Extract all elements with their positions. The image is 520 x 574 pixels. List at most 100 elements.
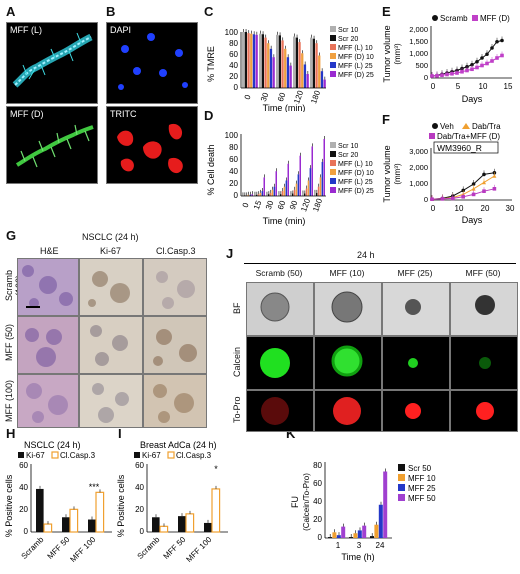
panel-g-row-mff100: MFF (100)	[4, 380, 14, 423]
data-point	[482, 189, 486, 193]
chart-h-legend: Ki-67 Cl.Casp.3	[18, 451, 96, 460]
spheroid-bf-mff50	[450, 282, 518, 336]
bar	[293, 189, 296, 196]
chart-f-ytick: 2,000	[409, 163, 428, 172]
chart-c-ytick: 0	[234, 83, 239, 92]
chart-e: Tumor volume (mm³) 0 500 1,000 1,500 2,0…	[382, 14, 513, 104]
data-point	[490, 46, 494, 50]
bar	[266, 194, 268, 196]
chart-e-ytick: 2,000	[409, 25, 428, 34]
bar	[295, 37, 298, 88]
legend-item: MFF 50	[408, 494, 436, 503]
bar	[269, 192, 272, 196]
chart-f-xlabel: Days	[462, 215, 483, 225]
bar	[242, 32, 245, 88]
bar	[255, 34, 258, 88]
histology-casp-scramb	[143, 258, 207, 316]
legend-item: Dab/Tra	[472, 122, 501, 131]
bar	[315, 192, 318, 196]
spheroid-calcein-scramb	[246, 336, 314, 390]
bar	[353, 533, 358, 538]
legend-item: Scramb	[440, 14, 468, 23]
bar	[287, 163, 289, 196]
chart-h-annot: ***	[89, 482, 100, 492]
chart-h-ytick: 0	[24, 527, 29, 536]
histology-casp-mff100	[143, 374, 207, 428]
chart-f: Veh Dab/Tra Dab/Tra+MFF (D) Tumor volume…	[382, 122, 515, 225]
histology-he-mff50	[17, 316, 79, 374]
chart-d-xtick: 90	[288, 199, 300, 211]
chart-h-ytick: 40	[19, 483, 28, 492]
panel-j-row-bf: BF	[232, 302, 242, 314]
bar	[279, 194, 282, 196]
bar	[306, 74, 309, 88]
data-point	[451, 196, 455, 201]
bar	[317, 186, 320, 196]
bar	[69, 508, 79, 533]
bar	[263, 177, 265, 196]
bar	[247, 33, 250, 88]
data-point	[430, 197, 434, 201]
mff-l-structure-image: MFF (L)	[6, 22, 98, 104]
chart-d-xlabel: Time (min)	[263, 216, 306, 226]
chart-f-yunit: (mm³)	[393, 163, 402, 185]
tritc-image: TRITC	[106, 106, 198, 184]
panel-j-row-topro: To-Pro	[232, 396, 242, 424]
bar	[278, 194, 280, 196]
bar	[310, 37, 313, 88]
bar	[284, 48, 287, 88]
panel-g-col-ki67: Ki-67	[100, 246, 122, 256]
chart-i-title: Breast AdCa (24 h)	[140, 440, 217, 450]
chart-e-ytick: 0	[424, 73, 428, 82]
bar	[271, 189, 274, 196]
chart-d-ytick: 20	[229, 179, 238, 188]
panel-label-d: D	[204, 108, 214, 123]
chart-k-ytick: 60	[313, 479, 322, 488]
mff-l-label: MFF (L)	[10, 25, 42, 35]
bar	[261, 34, 264, 88]
panel-j-col-mff25: MFF (25)	[397, 268, 433, 278]
bar	[303, 193, 306, 196]
bar	[378, 504, 383, 538]
data-point	[440, 73, 444, 78]
chart-h-xtick: MFF 100	[68, 535, 97, 564]
data-point	[485, 61, 489, 66]
chart-h-title: NSCLC (24 h)	[24, 440, 81, 450]
spheroid-calcein-mff25	[382, 336, 450, 390]
chart-h-ytick: 60	[19, 461, 28, 470]
spheroid-bf-mff10	[314, 282, 382, 336]
chart-k-ytick: 80	[313, 461, 322, 470]
chart-h-plot	[36, 485, 105, 533]
chart-d-ylabel: % Cell death	[206, 144, 216, 195]
spheroid-topro-mff50	[450, 390, 518, 432]
panel-g-row-mff50: MFF (50)	[4, 324, 14, 362]
chart-f-inset: WM3960_R	[437, 143, 482, 153]
chart-d-xtick: 30	[264, 199, 276, 211]
bar	[349, 537, 353, 538]
panel-label-g: G	[6, 228, 17, 243]
bar	[281, 191, 284, 196]
bar	[323, 79, 326, 88]
chart-c-ytick: 80	[229, 39, 238, 48]
panel-j-col-mff50: MFF (50)	[465, 268, 501, 278]
data-point	[471, 186, 476, 191]
bar	[264, 37, 267, 88]
spheroid-topro-scramb	[246, 390, 314, 432]
chart-e-xtick: 5	[456, 82, 461, 91]
chart-e-ytick: 500	[415, 61, 428, 70]
dapi-image: DAPI	[106, 22, 198, 104]
chart-k-legend: Scr 50 MFF 10 MFF 25 MFF 50	[398, 464, 436, 503]
data-point	[471, 182, 476, 186]
panel-j-row-calcein: Calcein	[232, 347, 242, 378]
bar	[250, 33, 253, 88]
bar	[328, 537, 332, 538]
chart-e-yunit: (mm³)	[393, 43, 402, 65]
legend-item: Ki-67	[26, 451, 45, 460]
spheroid-calcein-mff50	[450, 336, 518, 390]
bar	[362, 525, 367, 538]
histology-casp-mff50	[143, 316, 207, 374]
data-point	[475, 65, 479, 70]
chart-c-ytick: 60	[229, 50, 238, 59]
panel-label-i: I	[118, 426, 122, 441]
data-point	[445, 72, 449, 77]
